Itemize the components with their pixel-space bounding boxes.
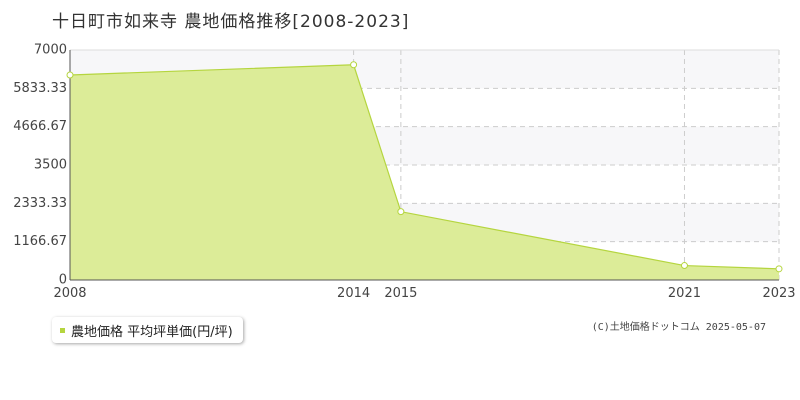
data-point [775, 265, 783, 273]
x-tick-label: 2021 [668, 286, 701, 301]
legend-label: 農地価格 平均坪単価(円/坪) [71, 324, 233, 340]
data-point [350, 61, 358, 69]
data-points [66, 61, 783, 273]
copyright-credit: (C)土地価格ドットコム 2025-05-07 [591, 322, 766, 333]
y-tick-label: 7000 [34, 43, 67, 58]
x-tick-label: 2014 [337, 286, 370, 301]
area-fill [70, 64, 779, 281]
axes [69, 50, 779, 281]
series-area [69, 64, 780, 281]
y-tick-label: 5833.33 [13, 81, 67, 96]
y-tick-label: 2333.33 [13, 196, 67, 211]
y-tick-label: 1166.67 [13, 234, 67, 249]
y-tick-label: 4666.67 [13, 119, 67, 134]
y-tick-label: 0 [59, 273, 67, 288]
data-point [66, 71, 74, 79]
y-tick-labels: 0 1166.67 2333.33 3500 4666.67 5833.33 7000 [13, 43, 67, 288]
legend: 農地価格 平均坪単価(円/坪) [52, 317, 243, 343]
x-tick-label: 2015 [384, 286, 417, 301]
data-point [397, 208, 405, 216]
legend-swatch [60, 327, 65, 333]
x-tick-labels: 2008 2014 2015 2021 2023 [53, 286, 795, 301]
y-tick-label: 3500 [34, 158, 67, 173]
data-point [680, 262, 688, 270]
x-tick-label: 2008 [53, 286, 86, 301]
chart-title: 十日町市如来寺 農地価格推移[2008-2023] [52, 12, 410, 32]
x-tick-label: 2023 [762, 286, 795, 301]
